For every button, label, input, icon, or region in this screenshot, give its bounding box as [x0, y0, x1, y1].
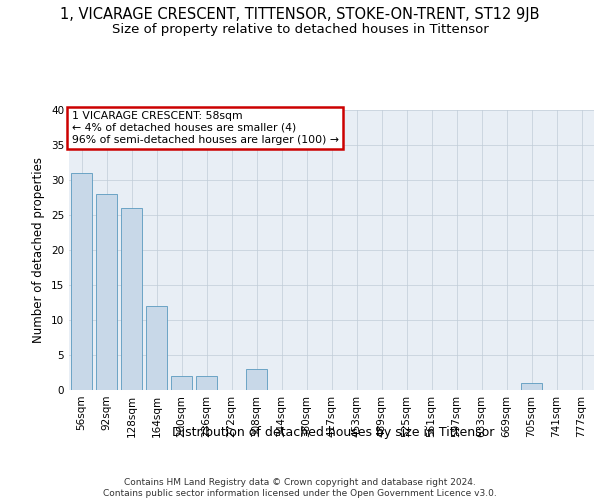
Y-axis label: Number of detached properties: Number of detached properties	[32, 157, 46, 343]
Text: 1 VICARAGE CRESCENT: 58sqm
← 4% of detached houses are smaller (4)
96% of semi-d: 1 VICARAGE CRESCENT: 58sqm ← 4% of detac…	[71, 112, 338, 144]
Bar	[96, 194, 117, 390]
Text: Contains HM Land Registry data © Crown copyright and database right 2024.
Contai: Contains HM Land Registry data © Crown c…	[103, 478, 497, 498]
Text: Size of property relative to detached houses in Tittensor: Size of property relative to detached ho…	[112, 22, 488, 36]
Bar	[196, 376, 217, 390]
Text: 1, VICARAGE CRESCENT, TITTENSOR, STOKE-ON-TRENT, ST12 9JB: 1, VICARAGE CRESCENT, TITTENSOR, STOKE-O…	[60, 8, 540, 22]
Bar	[171, 376, 192, 390]
Bar	[146, 306, 167, 390]
Bar	[121, 208, 142, 390]
Bar	[246, 369, 267, 390]
Bar	[521, 383, 542, 390]
Text: Distribution of detached houses by size in Tittensor: Distribution of detached houses by size …	[172, 426, 494, 439]
Bar	[71, 173, 92, 390]
